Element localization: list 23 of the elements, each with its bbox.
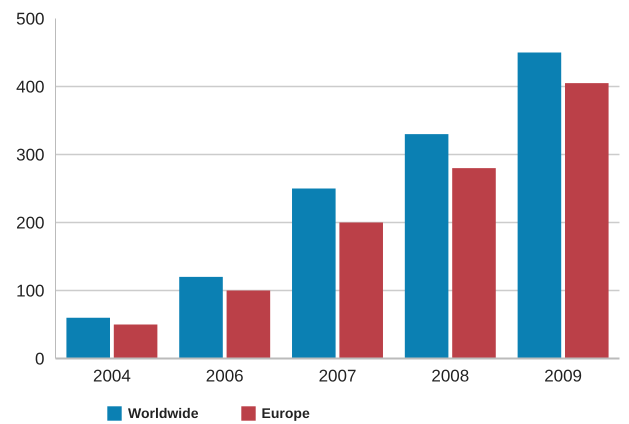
- y-tick-label: 0: [35, 350, 45, 368]
- legend-label: Europe: [262, 405, 310, 421]
- y-tick-label: 200: [16, 214, 45, 232]
- y-tick-label: 100: [16, 282, 45, 300]
- bar: [114, 324, 158, 358]
- y-tick-label: 400: [16, 78, 45, 96]
- x-tick-label: 2007: [318, 366, 356, 386]
- bar: [339, 222, 383, 358]
- bar: [452, 168, 496, 358]
- bar: [564, 83, 609, 358]
- bar: [179, 276, 223, 358]
- bar: [66, 318, 110, 358]
- x-tick-label: 2006: [206, 366, 244, 386]
- x-tick-label: 2009: [544, 366, 582, 386]
- bar: [292, 188, 336, 358]
- bar: [404, 134, 448, 358]
- bar: [518, 52, 562, 358]
- x-tick-label: 2004: [92, 366, 131, 386]
- y-tick-label: 300: [16, 146, 45, 164]
- bar: [226, 290, 270, 358]
- legend-label: Worldwide: [128, 405, 199, 421]
- x-tick-label: 2008: [431, 366, 470, 386]
- y-tick-label: 500: [16, 10, 45, 28]
